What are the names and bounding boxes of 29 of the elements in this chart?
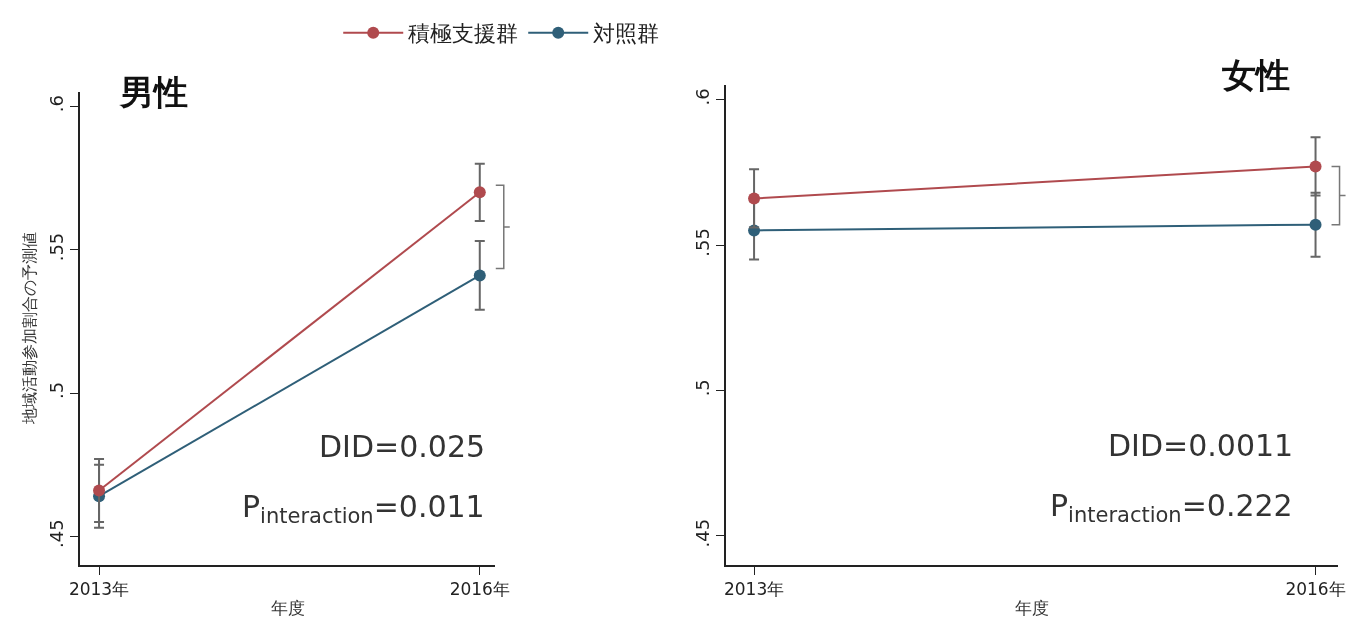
x-tick-label: 2013年 xyxy=(68,579,130,600)
x-axis-title: 年度 xyxy=(270,598,305,619)
y-tick-label: .55 xyxy=(45,232,67,262)
y-tick-label: .45 xyxy=(691,518,713,548)
y-tick-label: .5 xyxy=(691,379,713,397)
point xyxy=(473,269,486,282)
annotation: DID=0.0011 xyxy=(1108,428,1294,463)
y-tick-label: .6 xyxy=(45,95,67,113)
annotation: P$_{interaction}$=0.011 xyxy=(242,489,485,529)
point xyxy=(748,192,761,205)
chart-title: 男性 xyxy=(119,71,188,112)
x-tick-label: 2016年 xyxy=(449,579,510,600)
x-tick-label: 2013年 xyxy=(723,579,785,600)
x-axis-title: 年度 xyxy=(1015,598,1049,619)
point xyxy=(1309,160,1322,173)
y-tick-label: .55 xyxy=(691,227,713,257)
point xyxy=(1309,218,1322,231)
annotation: P$_{interaction}$=0.222 xyxy=(1050,488,1293,528)
point xyxy=(473,186,486,199)
legend-label: 対照群 xyxy=(593,21,660,47)
x-tick-label: 2016年 xyxy=(1285,579,1346,600)
y-tick-label: .6 xyxy=(691,88,713,106)
y-axis-title: 地域活動参加割合の予測値 xyxy=(20,232,40,426)
y-tick-label: .5 xyxy=(45,381,67,399)
y-tick-label: .45 xyxy=(45,519,67,548)
legend-label: 積極支援群 xyxy=(408,21,519,47)
point xyxy=(93,484,106,497)
annotation: DID=0.025 xyxy=(319,429,486,464)
chart-title: 女性 xyxy=(1221,54,1290,95)
